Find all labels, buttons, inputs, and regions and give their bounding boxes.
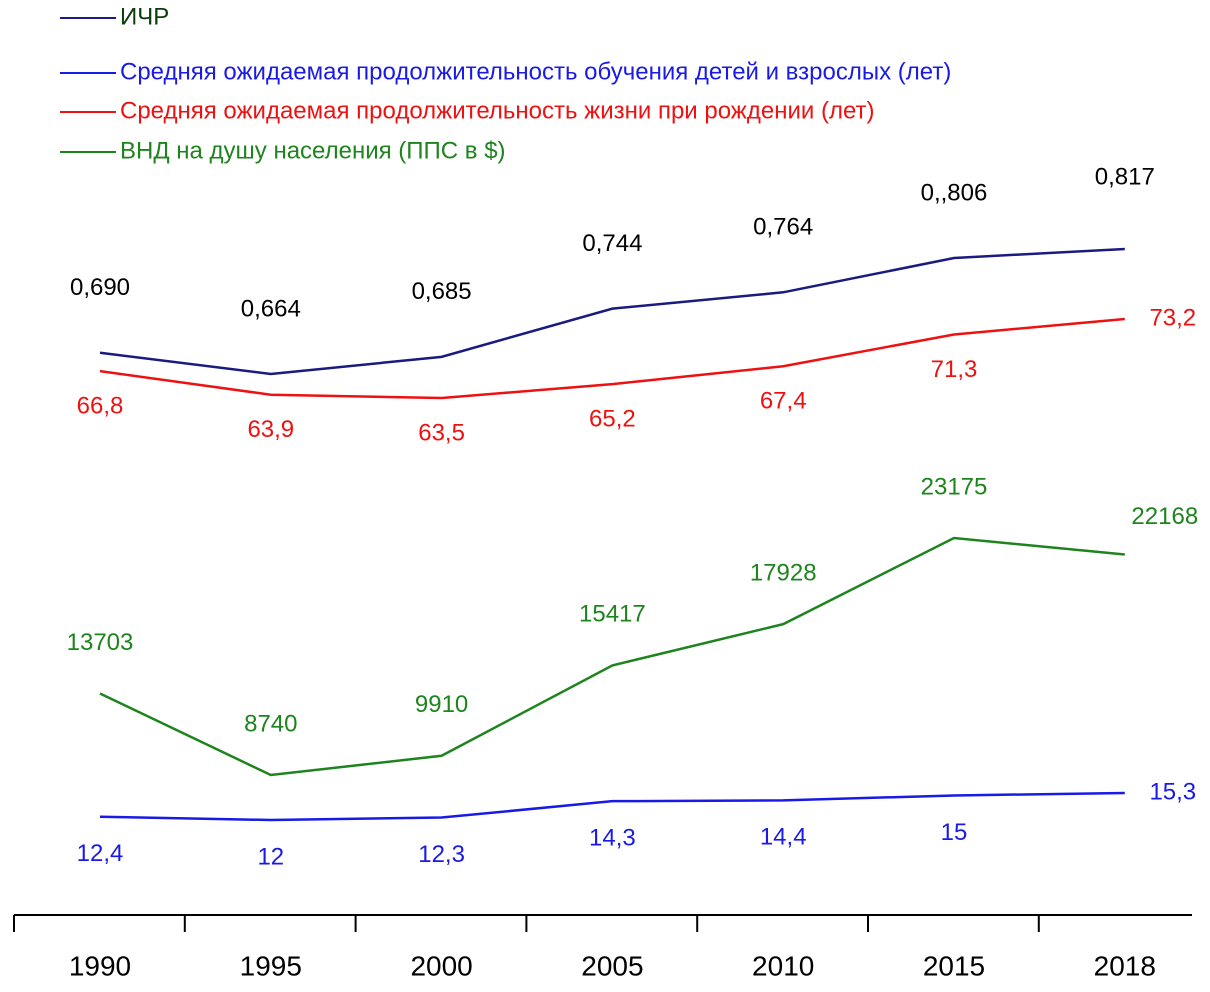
data-label: 14,4 (760, 824, 807, 851)
data-label: 67,4 (760, 388, 807, 415)
data-label: 12,3 (418, 841, 465, 868)
series-line (99, 317, 1125, 400)
data-label: 0,664 (241, 295, 301, 322)
data-label: 63,5 (418, 419, 465, 446)
series-line (99, 536, 1125, 777)
data-label: 66,8 (77, 392, 124, 419)
legend-label: ИЧР (120, 3, 169, 30)
data-label: 65,2 (589, 405, 636, 432)
data-label: 0,817 (1095, 163, 1155, 190)
x-tick-label: 2010 (752, 950, 814, 981)
data-label: 12,4 (77, 840, 124, 867)
data-label: 0,764 (753, 214, 813, 241)
data-label: 14,3 (589, 825, 636, 852)
data-label: 15,3 (1149, 778, 1196, 805)
data-label: 23175 (921, 473, 988, 500)
legend-label: ВНД на душу населения (ППС в $) (120, 137, 506, 164)
data-label: 13703 (67, 629, 134, 656)
series-line (99, 791, 1125, 822)
data-label: 0,744 (582, 230, 642, 257)
series-line (99, 247, 1125, 376)
data-label: 0,,806 (921, 179, 988, 206)
data-label: 73,2 (1149, 304, 1196, 331)
x-tick-label: 1990 (69, 950, 131, 981)
data-label: 15417 (579, 601, 646, 628)
data-label: 0,685 (412, 278, 472, 305)
x-tick-label: 2015 (923, 950, 985, 981)
legend-label: Средняя ожидаемая продолжительность жизн… (120, 97, 874, 124)
data-label: 17928 (750, 559, 817, 586)
data-label: 63,9 (247, 416, 294, 443)
x-tick-label: 1995 (240, 950, 302, 981)
x-tick-label: 2018 (1094, 950, 1156, 981)
data-label: 15 (941, 819, 968, 846)
x-tick-label: 2000 (410, 950, 472, 981)
data-label: 22168 (1131, 503, 1198, 530)
legend-label: Средняя ожидаемая продолжительность обуч… (120, 58, 951, 85)
data-label: 0,690 (70, 274, 130, 301)
data-label: 12 (257, 843, 284, 870)
data-label: 71,3 (931, 356, 978, 383)
data-label: 9910 (415, 691, 468, 718)
x-tick-label: 2005 (581, 950, 643, 981)
data-label: 8740 (244, 710, 297, 737)
